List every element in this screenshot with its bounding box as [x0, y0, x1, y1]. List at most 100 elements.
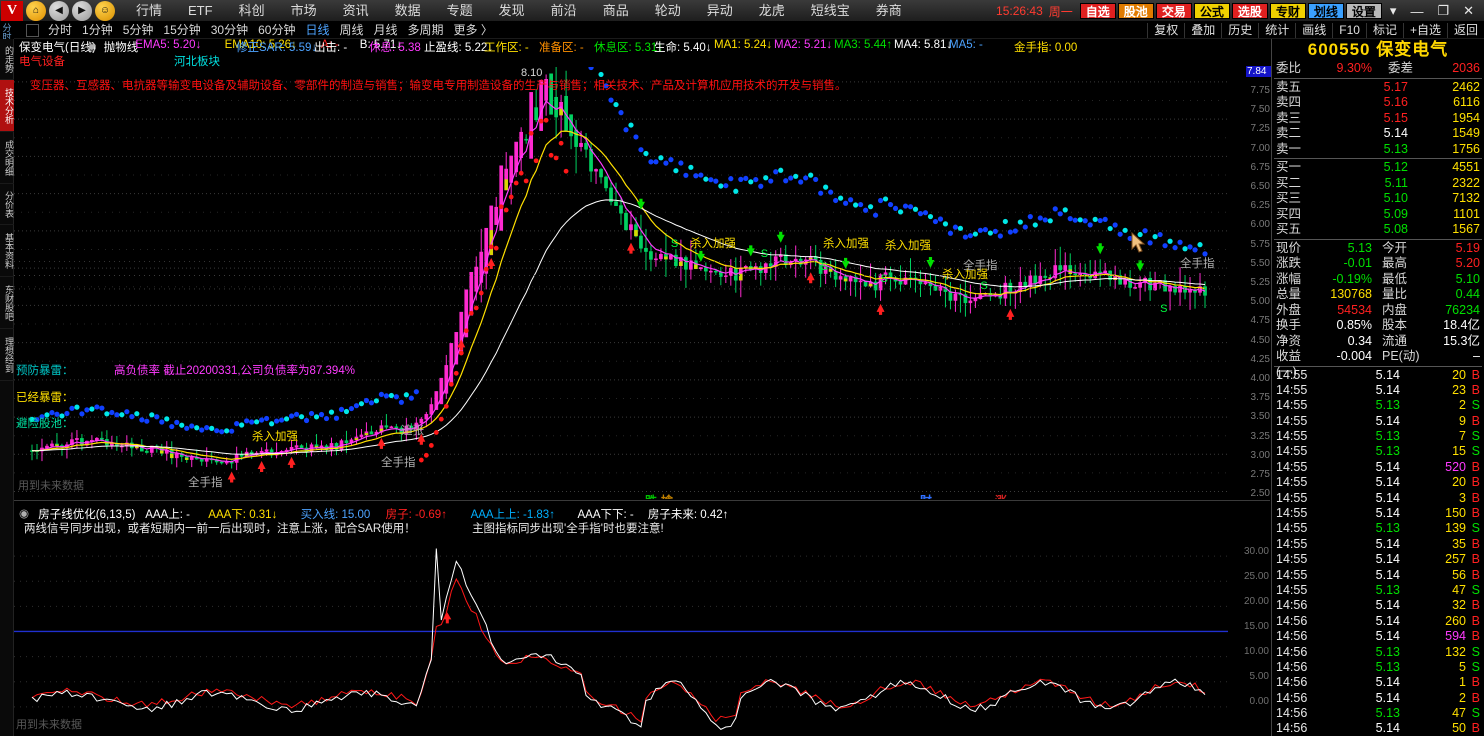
tick-row[interactable]: 14:55 5.14 3 B	[1272, 491, 1484, 506]
tool-历史[interactable]: 历史	[1221, 23, 1258, 38]
tag-button-自选[interactable]: 自选	[1079, 3, 1116, 19]
tick-row[interactable]: 14:56 5.13 5 S	[1272, 660, 1484, 675]
tick-row[interactable]: 14:55 5.14 20 B	[1272, 368, 1484, 383]
tool-F10[interactable]: F10	[1332, 23, 1366, 38]
tick-row[interactable]: 14:55 5.14 257 B	[1272, 552, 1484, 567]
tick-row[interactable]: 14:56 5.14 32 B	[1272, 598, 1484, 613]
period-5分钟[interactable]: 5分钟	[122, 22, 154, 37]
buy-order-row[interactable]: 买一 5.12 4551	[1272, 160, 1484, 176]
tag-button-选股[interactable]: 选股	[1231, 3, 1268, 19]
sidebar-tab-4[interactable]: 基本资料	[0, 225, 14, 277]
sub-indicator-chart[interactable]: 用到未来数据	[14, 536, 1270, 732]
tick-row[interactable]: 14:55 5.14 20 B	[1272, 475, 1484, 490]
buy-order-row[interactable]: 买四 5.09 1101	[1272, 207, 1484, 223]
tick-list[interactable]: 14:55 5.14 20 B 14:55 5.14 23 B 14:55 5.13 2 S 14:55…	[1272, 368, 1484, 736]
smiley-icon[interactable]: ☺	[95, 0, 115, 21]
sidebar-tab-0[interactable]: 的走势	[0, 39, 14, 80]
menu-item-8[interactable]: 前沿	[550, 2, 577, 18]
sell-order-row[interactable]: 卖四 5.16 6116	[1272, 95, 1484, 111]
forward-icon[interactable]: ▶	[72, 0, 92, 21]
period-多周期[interactable]: 多周期	[407, 22, 444, 37]
tick-row[interactable]: 14:55 5.13 2 S	[1272, 398, 1484, 413]
minimize-button[interactable]: —	[1410, 3, 1424, 19]
tool-画线[interactable]: 画线	[1295, 23, 1332, 38]
menu-item-10[interactable]: 轮动	[654, 2, 681, 18]
menu-item-4[interactable]: 资讯	[342, 2, 369, 18]
tag-button-设置[interactable]: 设置	[1345, 3, 1382, 19]
period-分时[interactable]: 分时	[48, 22, 73, 37]
menu-item-6[interactable]: 专题	[446, 2, 473, 18]
period-1分钟[interactable]: 1分钟	[82, 22, 113, 37]
menu-item-3[interactable]: 市场	[290, 2, 317, 18]
sell-order-row[interactable]: 卖三 5.15 1954	[1272, 111, 1484, 127]
tool-叠加[interactable]: 叠加	[1184, 23, 1221, 38]
tick-row[interactable]: 14:56 5.14 50 B	[1272, 721, 1484, 736]
buy-order-row[interactable]: 买三 5.10 7132	[1272, 191, 1484, 207]
sidebar-tab-6[interactable]: 理想经到	[0, 329, 14, 381]
period-30分钟[interactable]: 30分钟	[210, 22, 249, 37]
checkbox-icon[interactable]	[26, 23, 39, 37]
tick-row[interactable]: 14:55 5.13 139 S	[1272, 521, 1484, 536]
maximize-button[interactable]: ❐	[1437, 3, 1450, 18]
menu-item-11[interactable]: 异动	[706, 2, 733, 18]
avoid-risk-pool-label: 避险股池：	[16, 418, 74, 430]
sidebar-tab-1[interactable]: 技术分析	[0, 80, 14, 132]
close-button[interactable]: ✕	[1463, 3, 1474, 18]
sub-indicator-axis: 30.00 25.00 20.00 15.00 10.00 5.00 0.00	[1215, 536, 1271, 732]
tick-row[interactable]: 14:55 5.13 7 S	[1272, 429, 1484, 444]
sell-order-row[interactable]: 卖一 5.13 1756	[1272, 142, 1484, 158]
buy-orders-group: 买一 5.12 4551 买二 5.11 2322 买三 5.10 7132 买四 5.09 1101…	[1272, 160, 1484, 238]
menu-item-12[interactable]: 龙虎	[758, 2, 785, 18]
tick-row[interactable]: 14:56 5.14 2 B	[1272, 691, 1484, 706]
window-dropdown-icon[interactable]: ▾	[1389, 3, 1397, 18]
main-candlestick-chart[interactable]: S S S S S S 变压器、互感器、电抗器等输变电设备及辅助设备、零部件的制造与销售；…	[14, 67, 1270, 499]
tool-统计[interactable]: 统计	[1258, 23, 1295, 38]
tool-+自选[interactable]: +自选	[1402, 23, 1447, 38]
menu-item-9[interactable]: 商品	[602, 2, 629, 18]
back-icon[interactable]: ◀	[49, 0, 69, 21]
menu-item-14[interactable]: 券商	[875, 2, 902, 18]
period-周线[interactable]: 周线	[339, 22, 364, 37]
tick-row[interactable]: 14:55 5.14 56 B	[1272, 568, 1484, 583]
menu-item-1[interactable]: ETF	[188, 2, 213, 18]
period-15分钟[interactable]: 15分钟	[163, 22, 201, 37]
sidebar-tab-3[interactable]: 分价表	[0, 184, 14, 225]
sell-order-row[interactable]: 卖五 5.17 2462	[1272, 80, 1484, 96]
sell-order-row[interactable]: 卖二 5.14 1549	[1272, 126, 1484, 142]
menu-item-13[interactable]: 短线宝	[810, 2, 850, 18]
period-月线[interactable]: 月线	[373, 22, 398, 37]
tick-row[interactable]: 14:56 5.14 260 B	[1272, 614, 1484, 629]
tool-标记[interactable]: 标记	[1365, 23, 1403, 38]
tick-row[interactable]: 14:56 5.13 132 S	[1272, 645, 1484, 660]
tag-button-专财[interactable]: 专财	[1269, 3, 1306, 19]
sidebar-tab-2[interactable]: 成交明细	[0, 132, 14, 184]
sidebar-tab-5[interactable]: 东财股吧	[0, 277, 14, 329]
home-icon[interactable]: ⌂	[26, 0, 46, 21]
menu-item-2[interactable]: 科创	[238, 2, 265, 18]
period-日线[interactable]: 日线	[305, 22, 330, 37]
tick-row[interactable]: 14:55 5.14 150 B	[1272, 506, 1484, 521]
tick-row[interactable]: 14:55 5.14 9 B	[1272, 414, 1484, 429]
buy-order-row[interactable]: 买五 5.08 1567	[1272, 222, 1484, 238]
tag-button-划线[interactable]: 划线	[1307, 3, 1344, 19]
tool-复权[interactable]: 复权	[1147, 23, 1184, 38]
menu-item-7[interactable]: 发现	[498, 2, 525, 18]
period-更多 〉[interactable]: 更多 〉	[453, 22, 493, 37]
period-60分钟[interactable]: 60分钟	[258, 22, 296, 37]
menu-item-0[interactable]: 行情	[136, 2, 163, 18]
tick-row[interactable]: 14:55 5.14 23 B	[1272, 383, 1484, 398]
tick-row[interactable]: 14:55 5.13 15 S	[1272, 444, 1484, 459]
tag-button-交易[interactable]: 交易	[1155, 3, 1192, 19]
tick-row[interactable]: 14:56 5.13 47 S	[1272, 706, 1484, 721]
tick-row[interactable]: 14:55 5.13 47 S	[1272, 583, 1484, 598]
tick-row[interactable]: 14:56 5.14 1 B	[1272, 675, 1484, 690]
tick-row[interactable]: 14:56 5.14 594 B	[1272, 629, 1484, 644]
tag-button-公式[interactable]: 公式	[1193, 3, 1230, 19]
tick-row[interactable]: 14:55 5.14 520 B	[1272, 460, 1484, 475]
tag-button-股池[interactable]: 股池	[1117, 3, 1154, 19]
tick-row[interactable]: 14:55 5.14 35 B	[1272, 537, 1484, 552]
buy-order-row[interactable]: 买二 5.11 2322	[1272, 176, 1484, 192]
main-price-axis: 7.84 7.75 7.50 7.25 7.00 6.75 6.50 6.25 6.00 5.75…	[1245, 60, 1271, 500]
menu-item-5[interactable]: 数据	[394, 2, 421, 18]
tool-返回[interactable]: 返回	[1446, 23, 1484, 38]
